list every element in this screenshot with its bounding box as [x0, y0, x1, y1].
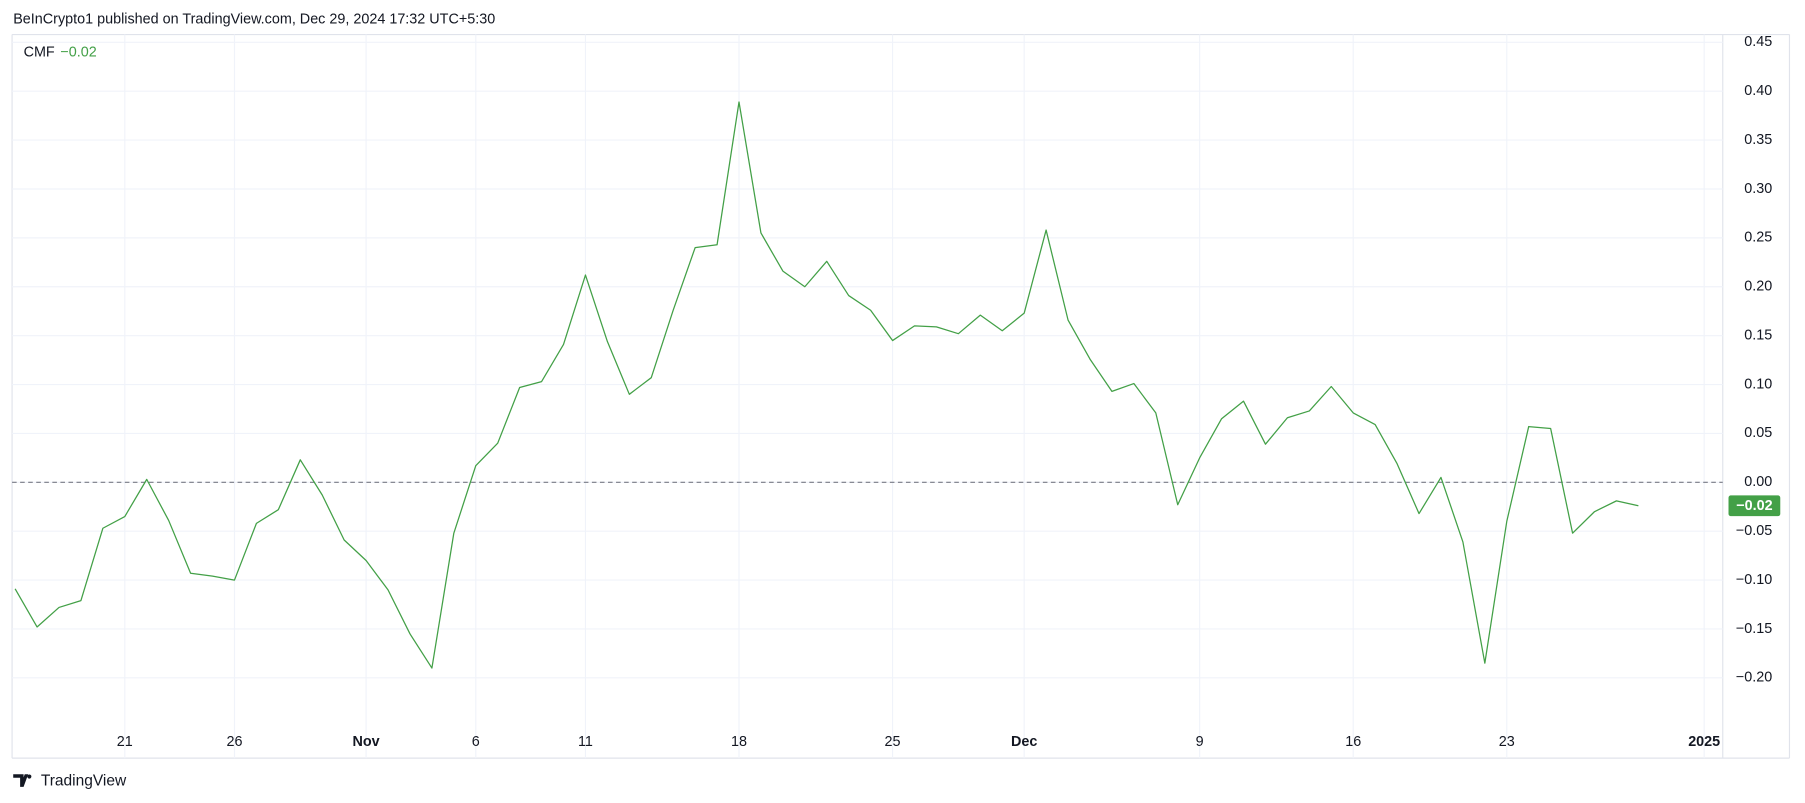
- y-tick-label: −0.15: [1736, 621, 1772, 637]
- y-tick-label: 0.30: [1744, 181, 1772, 197]
- x-tick-label: 11: [578, 734, 593, 750]
- y-tick-label: 0.05: [1744, 425, 1772, 441]
- x-tick-label: 9: [1196, 734, 1204, 750]
- x-tick-label: 26: [226, 734, 242, 750]
- y-tick-label: −0.20: [1736, 670, 1772, 686]
- x-tick-label: 6: [472, 734, 480, 750]
- x-tick-label: 25: [885, 734, 901, 750]
- y-tick-label: 0.15: [1744, 327, 1772, 343]
- y-tick-label: −0.10: [1736, 572, 1772, 588]
- x-tick-label: 18: [731, 734, 747, 750]
- y-tick-label: 0.20: [1744, 279, 1772, 295]
- last-value-badge: [1728, 495, 1781, 517]
- x-tick-label: Dec: [1011, 734, 1037, 750]
- cmf-line: [14, 101, 1639, 669]
- logo-text: TradingView: [41, 772, 127, 789]
- grid: [12, 34, 1723, 759]
- y-tick-label: −0.05: [1736, 523, 1772, 539]
- x-tick-label: 21: [117, 734, 133, 750]
- y-tick-label: 0.40: [1744, 83, 1772, 99]
- y-tick-label: 0.45: [1744, 34, 1772, 50]
- logo-icon: [13, 774, 29, 787]
- x-tick-label: 23: [1499, 734, 1515, 750]
- axes: 0.45 0.40 0.35 0.30 0.25 0.20 0.15 0.10 0.05 0.00…: [117, 34, 1781, 750]
- x-tick-label: Nov: [353, 734, 380, 750]
- y-tick-label: 0.35: [1744, 132, 1772, 148]
- x-tick-label: 16: [1345, 734, 1361, 750]
- plot: [12, 101, 1723, 669]
- publish-header: BeInCrypto1 published on TradingView.com…: [13, 11, 495, 27]
- y-tick-label: 0.10: [1744, 376, 1772, 392]
- last-value-label: −0.02: [1736, 498, 1772, 514]
- y-tick-label: 0.00: [1744, 474, 1772, 490]
- indicator-name: CMF: [24, 45, 55, 61]
- footer-logo: TradingView: [13, 772, 127, 789]
- logo-dot: [27, 774, 32, 779]
- x-tick-label: 2025: [1688, 734, 1720, 750]
- indicator-value: −0.02: [60, 45, 96, 61]
- y-tick-label: 0.25: [1744, 230, 1772, 246]
